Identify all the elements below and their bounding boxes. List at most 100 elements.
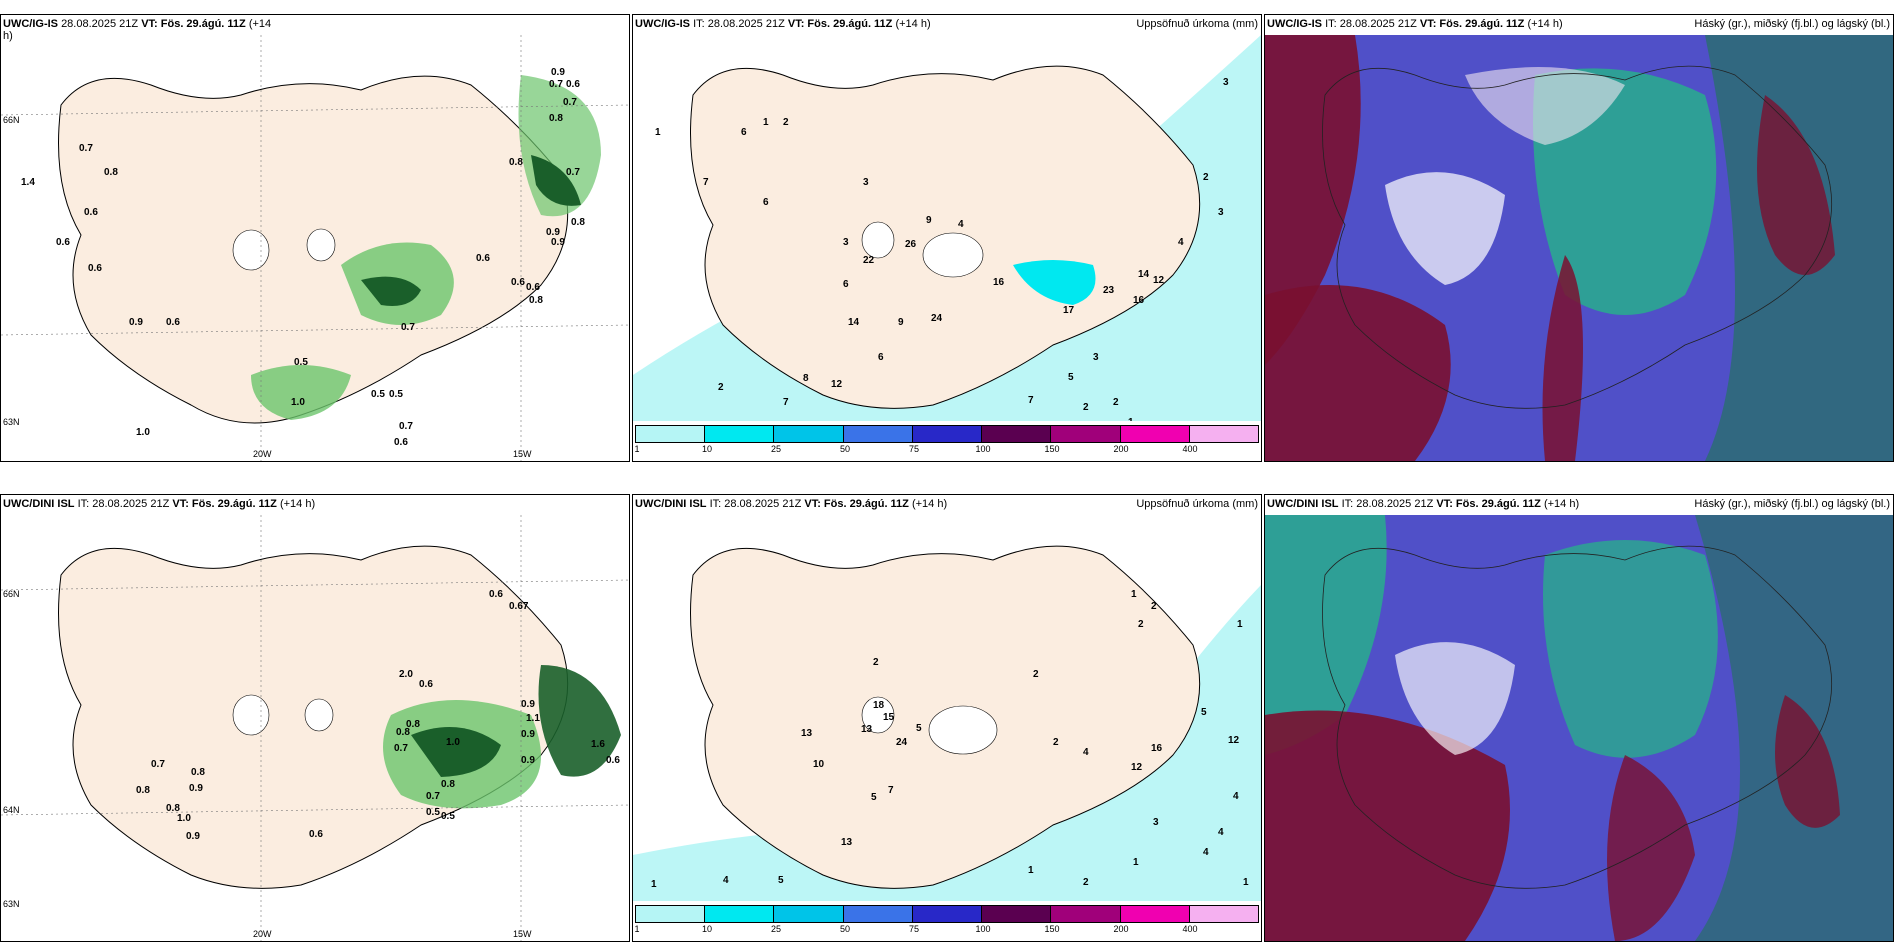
value-label: 14	[848, 317, 860, 328]
value-label: 0.6	[476, 253, 490, 264]
map-canvas[interactable]	[1265, 515, 1893, 941]
value-label: 17	[1063, 305, 1075, 316]
value-label: 12	[831, 379, 843, 390]
value-label: 0.8	[406, 719, 420, 730]
value-label: 5	[916, 723, 922, 734]
legend-tick: 10	[701, 444, 713, 454]
value-label: 0.9	[546, 227, 560, 238]
value-label: 3	[843, 237, 849, 248]
data-labels: 3 1 1 2 6 7 6 3 3 4 26 9 22 6 14 9 24 6 …	[655, 77, 1229, 421]
value-label: 6	[843, 279, 849, 290]
value-label: 0.9	[186, 831, 200, 842]
legend-swatch	[912, 906, 983, 922]
value-label: 0.8	[509, 157, 523, 168]
panel-bottom-right-cloud-map: UWC/DINI ISL IT: 28.08.2025 21Z VT: Fös.…	[1264, 494, 1894, 942]
value-label: 4	[1233, 791, 1239, 802]
value-label: 3	[863, 177, 869, 188]
glacier	[232, 694, 270, 736]
value-label: 9	[926, 215, 932, 226]
panel-title: UWC/IG-IS 28.08.2025 21Z VT: Fös. 29.ágú…	[3, 18, 272, 42]
map-canvas[interactable]: 66N 63N 20W 15W 0.9 0.7 0.6 0.7 0.8 0.7 …	[1, 35, 629, 461]
value-label: 0.7	[79, 143, 93, 154]
panel-title: UWC/IG-IS IT: 28.08.2025 21Z VT: Fös. 29…	[635, 18, 931, 30]
panel-title: UWC/DINI ISL IT: 28.08.2025 21Z VT: Fös.…	[635, 498, 948, 510]
precip-area	[633, 585, 1261, 901]
value-label: 9	[898, 317, 904, 328]
value-label: 0.5	[389, 389, 403, 400]
value-label: 5	[1201, 707, 1207, 718]
iceland-coastline	[1322, 545, 1833, 889]
value-label: 0.6	[309, 829, 323, 840]
value-label: 26	[905, 239, 917, 250]
value-label: 13	[861, 724, 873, 735]
value-label: 16	[1151, 743, 1163, 754]
value-label: 1	[1133, 857, 1139, 868]
legend-swatch	[843, 906, 913, 922]
value-label: 0.8	[441, 779, 455, 790]
lon-label-15w: 15W	[513, 929, 532, 939]
precip-core	[531, 155, 581, 206]
value-label: 0.9	[521, 729, 535, 740]
map-canvas[interactable]: 1 2 2 1 2 2 18 15 13 13 24 5 10 7 5 12 1…	[633, 515, 1261, 901]
cloud-map-svg	[1265, 515, 1893, 941]
cloud-high	[1607, 755, 1695, 941]
value-label: 0.8	[136, 785, 150, 796]
value-label: 5	[778, 875, 784, 886]
value-label: 0.8	[191, 767, 205, 778]
lon-label-20w: 20W	[253, 929, 272, 939]
value-label: 0.5	[294, 357, 308, 368]
value-label: 2	[1053, 737, 1059, 748]
panel-title: UWC/IG-IS IT: 28.08.2025 21Z VT: Fös. 29…	[1267, 18, 1563, 30]
value-label: 0.7	[401, 322, 415, 333]
legend-swatch	[1189, 906, 1258, 922]
glacier	[232, 229, 270, 271]
value-label: 0.7	[394, 743, 408, 754]
value-label: 0.6	[419, 679, 433, 690]
legend-tick: 25	[770, 444, 782, 454]
data-labels: 0.6 0.67 2.0 0.6 0.8 1.0 0.9 0.7 0.8 0.9…	[136, 589, 620, 842]
value-label: 0.9	[129, 317, 143, 328]
precip-map-svg: 3 1 1 2 6 7 6 3 3 4 26 9 22 6 14 9 24 6 …	[633, 35, 1261, 421]
glacier	[928, 705, 998, 755]
map-canvas[interactable]: 3 1 1 2 6 7 6 3 3 4 26 9 22 6 14 9 24 6 …	[633, 35, 1261, 421]
value-label: 0.6	[394, 437, 408, 448]
legend-tick: 50	[839, 444, 851, 454]
glacier	[861, 696, 895, 734]
value-label: 10	[813, 759, 825, 770]
value-label: 0.8	[529, 295, 543, 306]
value-label: 1	[1237, 619, 1243, 630]
value-label: 12	[1131, 762, 1143, 773]
value-label: 6	[763, 197, 769, 208]
value-label: 7	[888, 785, 894, 796]
value-label: 4	[1083, 747, 1089, 758]
panel-top-middle-precip-map: UWC/IG-IS IT: 28.08.2025 21Z VT: Fös. 29…	[632, 14, 1262, 462]
legend-tick: 25	[770, 924, 782, 934]
legend-tick: 100	[975, 924, 991, 934]
clear-area	[1395, 642, 1515, 755]
value-label: 0.6	[526, 282, 540, 293]
map-canvas[interactable]	[1265, 35, 1893, 461]
value-label: 2	[1203, 172, 1209, 183]
value-label: 0.7	[426, 791, 440, 802]
legend-swatch	[705, 906, 775, 922]
value-label: 5	[1068, 372, 1074, 383]
value-label: 12	[1228, 735, 1240, 746]
value-label: 0.5	[371, 389, 385, 400]
value-label: 13	[801, 728, 813, 739]
legend-tick: 400	[1182, 444, 1198, 454]
precip-map-svg: 1 2 2 1 2 2 18 15 13 13 24 5 10 7 5 12 1…	[633, 545, 1261, 901]
glacier	[304, 698, 334, 732]
value-label: 1	[655, 127, 661, 138]
legend-tick: 200	[1113, 444, 1129, 454]
panel-subtitle: Uppsöfnuð úrkoma (mm)	[1136, 498, 1258, 510]
value-label: 0.7	[549, 79, 563, 90]
glacier	[306, 228, 336, 262]
legend-swatch	[774, 906, 844, 922]
value-label: 0.6	[511, 277, 525, 288]
value-label: 18	[873, 700, 885, 711]
legend-swatch	[1189, 426, 1258, 442]
clear-area	[1465, 67, 1625, 145]
value-label: 0.9	[521, 755, 535, 766]
map-canvas[interactable]: 66N 64N 63N 20W 15W 0.6 0.67 2.0 0.6 0.8…	[1, 515, 629, 941]
legend-swatch	[774, 426, 844, 442]
